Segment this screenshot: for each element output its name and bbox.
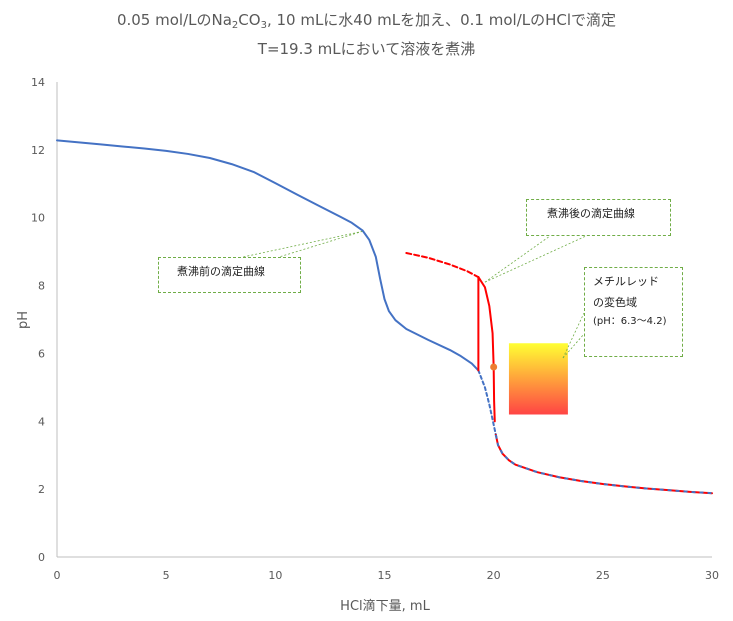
before-boiling-curve [56, 139, 480, 372]
x-tick-label: 10 [268, 569, 282, 582]
x-tick-label: 0 [54, 569, 61, 582]
after-boiling-curve [477, 276, 496, 423]
x-tick-label: 30 [705, 569, 719, 582]
x-tick-label: 20 [487, 569, 501, 582]
chart-title-prefix: 0.05 mol/LのNa [116, 11, 232, 29]
x-tick-label: 25 [596, 569, 610, 582]
before-boiling-curve-dashed [477, 369, 497, 436]
indicator-range-rect [508, 343, 568, 415]
callout-before-boiling: 煮沸前の滴定曲線 [158, 257, 301, 293]
x-tick-label: 5 [163, 569, 170, 582]
callout-before-text: 煮沸前の滴定曲線 [177, 265, 265, 278]
callout-indicator-line2: の変色域 [593, 295, 637, 309]
equivalence-point-marker [490, 363, 498, 371]
chart-title-sub1: 2 [231, 20, 239, 31]
y-tick-label: 6 [38, 347, 45, 360]
leader-after-1 [484, 235, 551, 283]
x-axis-title: HCl滴下量, mL [340, 598, 430, 614]
x-tick-label: 15 [378, 569, 392, 582]
common-tail-curve-blue-dash [494, 434, 713, 495]
y-tick-label: 10 [31, 212, 45, 225]
after-boiling-dashed-curve [405, 252, 480, 279]
leader-after-2 [484, 235, 587, 283]
callout-indicator-line3: (pH：6.3〜4.2) [593, 316, 667, 328]
y-tick-label: 2 [38, 483, 45, 496]
y-tick-label: 8 [38, 280, 45, 293]
y-tick-label: 4 [38, 415, 45, 428]
callout-after-text: 煮沸後の滴定曲線 [547, 207, 635, 220]
callout-indicator-line1: メチルレッド [593, 275, 659, 288]
common-tail-curve-red [494, 433, 713, 495]
y-tick-label: 0 [38, 551, 45, 564]
chart-title-line2: T=19.3 mLにおいて溶液を煮沸 [257, 40, 476, 58]
leader-before-1 [242, 230, 363, 258]
callout-indicator-range: メチルレッド の変色域 (pH：6.3〜4.2) [584, 267, 683, 357]
callout-after-boiling: 煮沸後の滴定曲線 [526, 199, 671, 236]
chart-title-mid: CO [238, 11, 261, 29]
chart-title-line1: 0.05 mol/LのNa2CO3, 10 mLに水40 mLを加え、0.1 m… [0, 9, 733, 31]
y-axis-title: pH [16, 311, 31, 329]
y-tick-label: 14 [31, 76, 45, 89]
leader-indicator-1 [562, 312, 585, 359]
chart-title-sub2: 3 [260, 20, 267, 31]
leader-before-2 [278, 230, 363, 258]
y-tick-label: 12 [31, 144, 45, 157]
leader-indicator-2 [562, 333, 585, 359]
chart-title-suffix: , 10 mLに水40 mLを加え、0.1 mol/LのHClで滴定 [266, 11, 617, 29]
